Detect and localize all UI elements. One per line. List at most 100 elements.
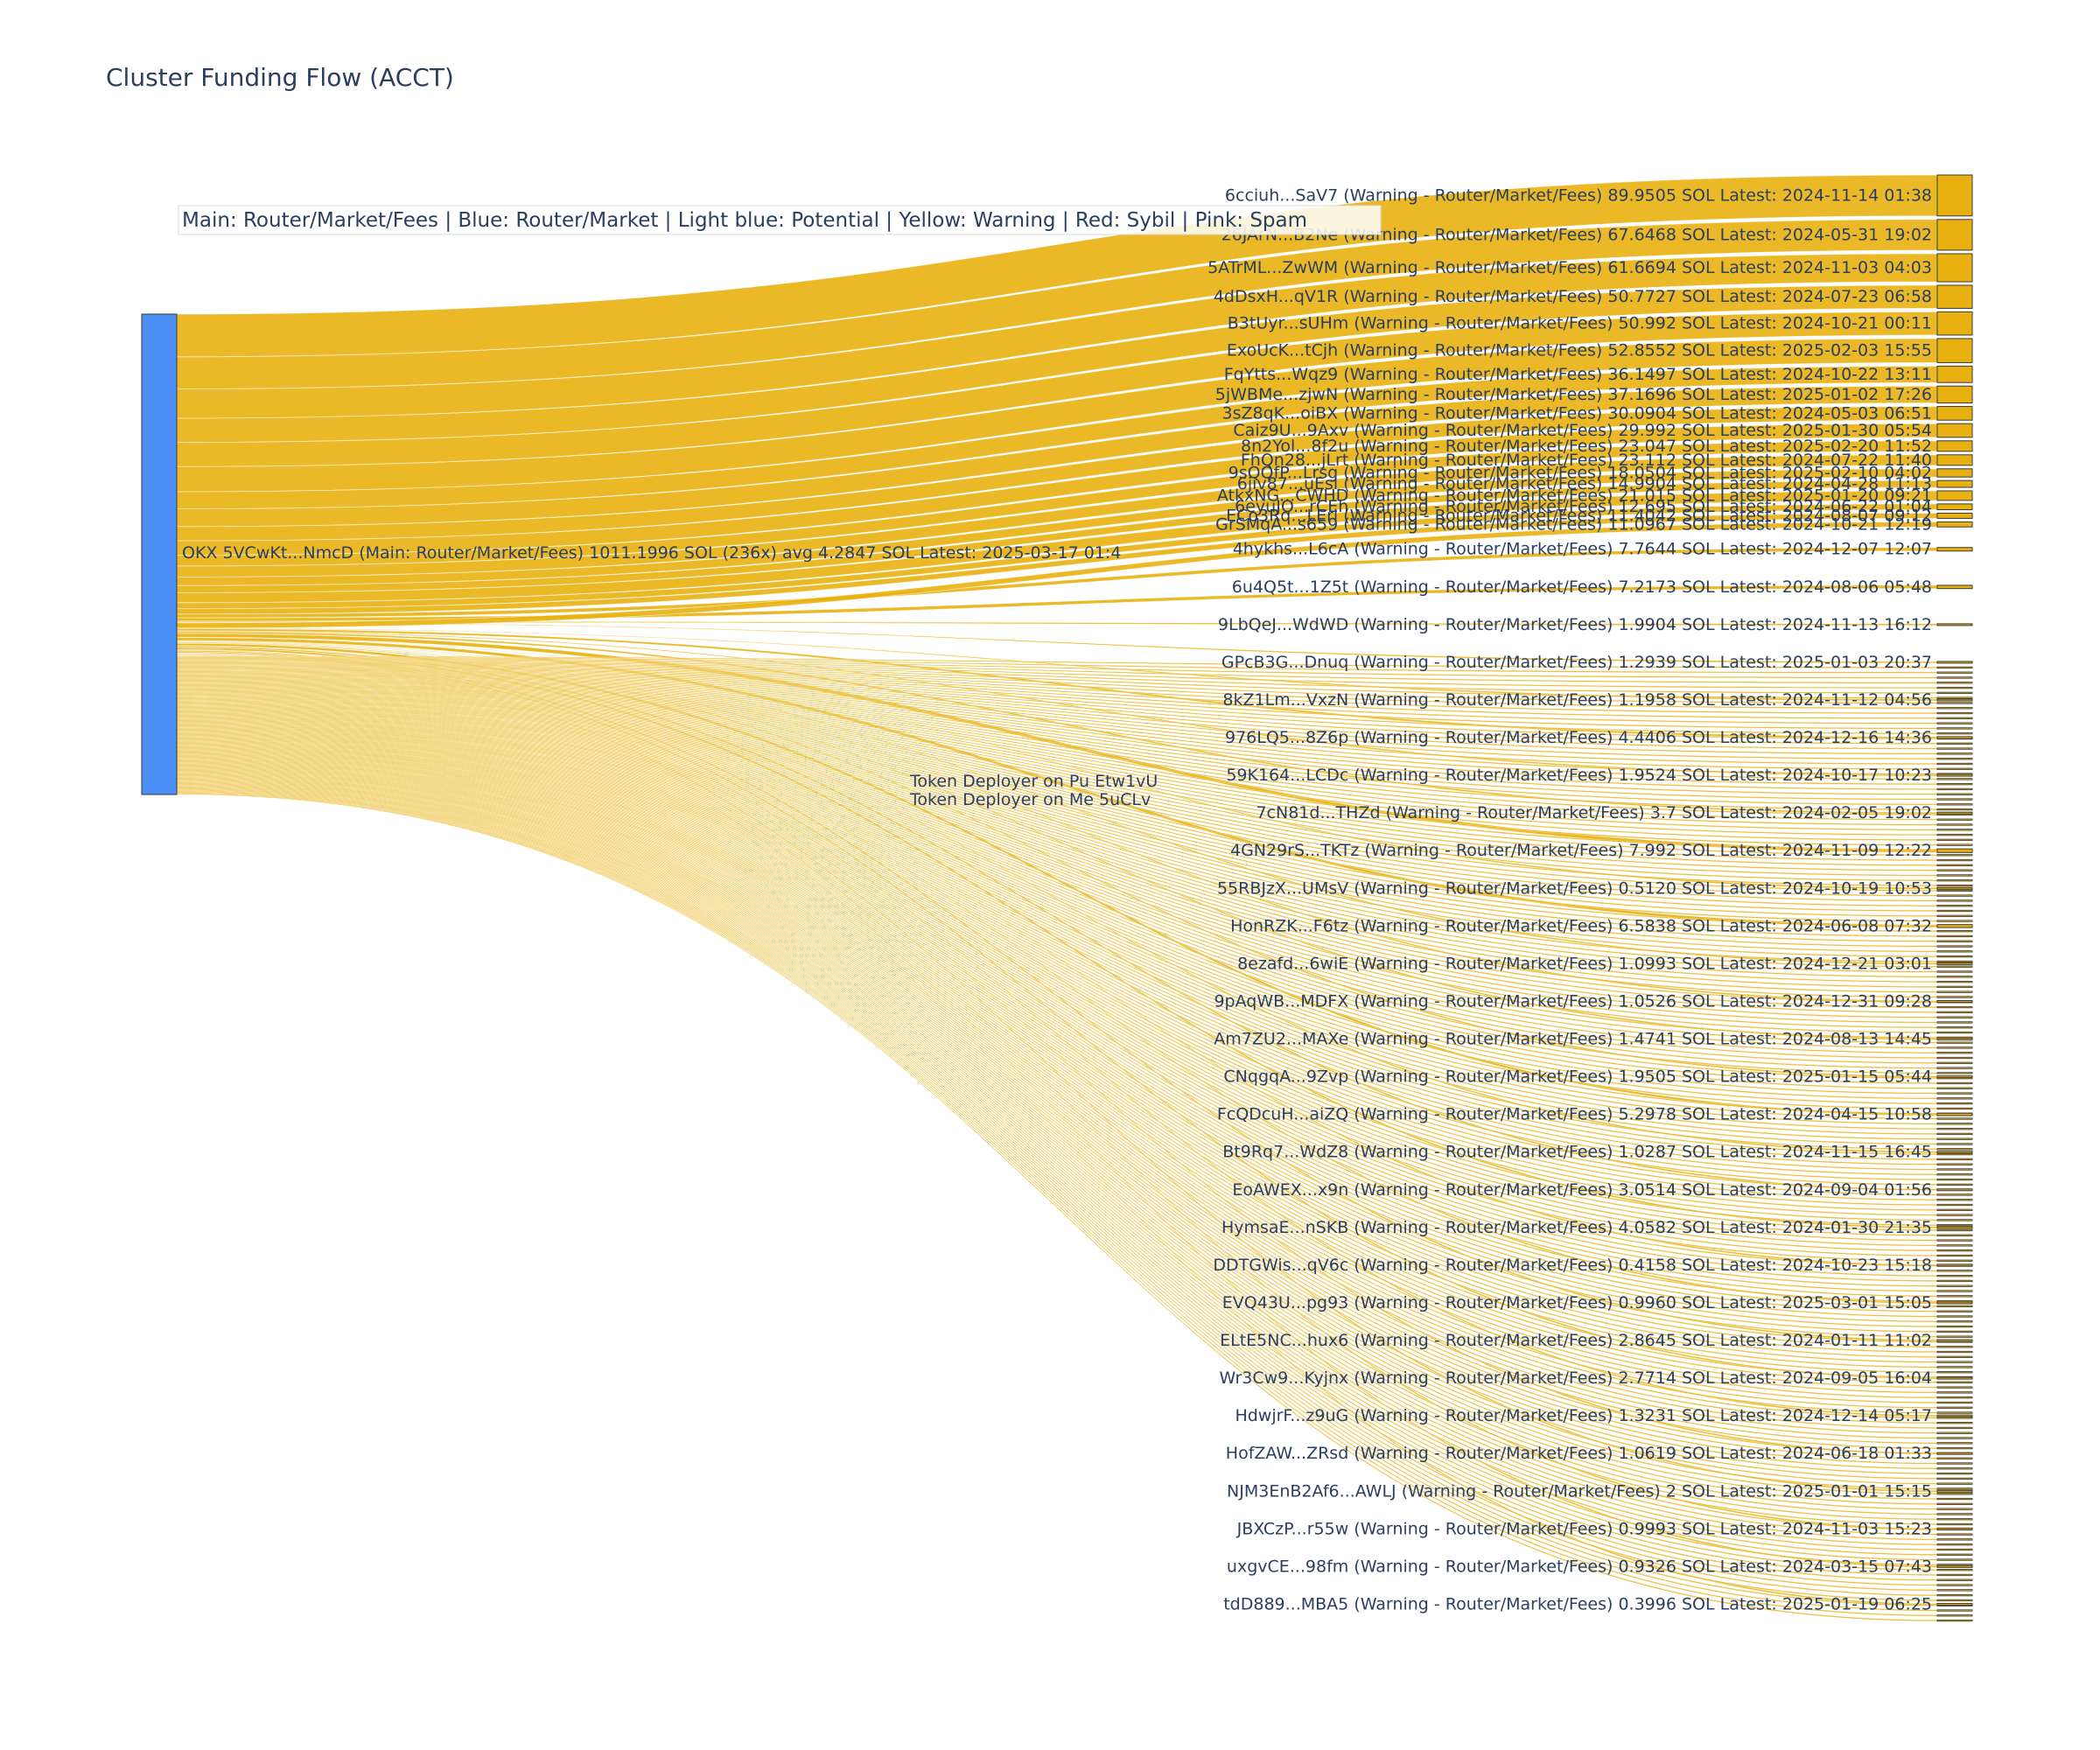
target-node <box>1936 661 1973 664</box>
target-node <box>1936 1489 1973 1493</box>
minor-target-node <box>1936 950 1973 953</box>
minor-target-node <box>1936 1548 1973 1551</box>
minor-target-node <box>1936 1107 1973 1110</box>
minor-target-node <box>1936 1102 1973 1105</box>
minor-target-node <box>1936 1417 1973 1419</box>
sankey-nodes <box>141 174 1973 1622</box>
minor-target-node <box>1936 1493 1973 1495</box>
target-node-label: EVQ43U...pg93 (Warning - Router/Market/F… <box>1222 1293 1932 1312</box>
minor-target-node <box>1936 1021 1973 1024</box>
minor-target-node <box>1936 1599 1973 1602</box>
target-node <box>1936 1339 1973 1342</box>
minor-target-node <box>1936 788 1973 791</box>
target-node-label: ExoUcK...tCjh (Warning - Router/Market/F… <box>1227 341 1932 360</box>
target-node-label: AtkxNG...CWHD (Warning - Router/Market/F… <box>1217 486 1932 505</box>
minor-target-node <box>1936 1330 1973 1334</box>
minor-target-node <box>1936 1533 1973 1536</box>
minor-target-node <box>1936 1284 1973 1287</box>
target-node <box>1936 1264 1973 1267</box>
minor-target-node <box>1936 1593 1973 1597</box>
minor-target-node <box>1936 874 1973 877</box>
target-node-label: GPcB3G...Dnuq (Warning - Router/Market/F… <box>1222 653 1932 672</box>
minor-target-node <box>1936 1518 1973 1521</box>
target-node-label: ECo3Rq...LEri (Warning - Router/Market/F… <box>1226 506 1932 525</box>
sankey-labels: 6cciuh...SaV7 (Warning - Router/Market/F… <box>182 186 1932 1614</box>
minor-target-node <box>1936 1067 1973 1069</box>
target-node <box>1936 924 1973 928</box>
minor-target-node <box>1936 1371 1973 1374</box>
minor-target-node <box>1936 1082 1973 1085</box>
minor-target-node <box>1936 722 1973 724</box>
minor-target-node <box>1936 1391 1973 1394</box>
minor-target-node <box>1936 1061 1973 1064</box>
minor-target-node <box>1936 1614 1973 1617</box>
minor-target-node <box>1936 676 1973 679</box>
target-node-label: 4dDsxH...qV1R (Warning - Router/Market/F… <box>1214 287 1932 306</box>
minor-target-node <box>1936 980 1973 984</box>
minor-target-node <box>1936 1381 1973 1383</box>
minor-target-node <box>1936 1462 1973 1465</box>
minor-target-node <box>1936 671 1973 674</box>
minor-target-node <box>1936 1270 1973 1272</box>
target-node-label: CNqgqA...9Zvp (Warning - Router/Market/F… <box>1223 1068 1932 1087</box>
minor-target-node <box>1936 1173 1973 1176</box>
minor-target-node <box>1936 1446 1973 1450</box>
minor-target-node <box>1936 829 1973 831</box>
minor-target-node <box>1936 691 1973 695</box>
minor-target-node <box>1936 1426 1973 1430</box>
target-node <box>1936 999 1973 1003</box>
minor-target-node <box>1936 1578 1973 1581</box>
target-node <box>1936 513 1973 519</box>
minor-target-node <box>1936 955 1973 958</box>
minor-target-node <box>1936 1046 1973 1049</box>
target-node-label: tdD889...MBA5 (Warning - Router/Market/F… <box>1223 1594 1932 1614</box>
minor-target-node <box>1936 1016 1973 1018</box>
minor-target-node <box>1936 976 1973 978</box>
minor-target-node <box>1936 920 1973 922</box>
target-node <box>1936 365 1973 383</box>
target-node <box>1936 1602 1973 1606</box>
minor-target-node <box>1936 1558 1973 1561</box>
minor-target-node <box>1936 1396 1973 1399</box>
minor-target-node <box>1936 762 1973 766</box>
target-node-label: 6jiv87...uEsl (Warning - Router/Market/F… <box>1237 474 1932 494</box>
minor-target-node <box>1936 1132 1973 1136</box>
minor-target-node <box>1936 1214 1973 1216</box>
minor-target-node <box>1936 818 1973 821</box>
target-node-label: HofZAW...ZRsd (Warning - Router/Market/F… <box>1226 1444 1932 1463</box>
target-node <box>1936 1301 1973 1305</box>
target-node <box>1936 1075 1973 1079</box>
minor-target-node <box>1936 1584 1973 1586</box>
target-node <box>1936 253 1973 283</box>
target-node <box>1936 1226 1973 1229</box>
minor-target-node <box>1936 717 1973 719</box>
target-node <box>1936 1151 1973 1154</box>
target-node-label: 26JArN...B2Ne (Warning - Router/Market/F… <box>1222 225 1932 244</box>
legend-text: Main: Router/Market/Fees | Blue: Router/… <box>182 209 1307 232</box>
minor-target-node <box>1936 1553 1973 1556</box>
minor-target-node <box>1936 996 1973 998</box>
target-node <box>1936 174 1973 217</box>
minor-target-node <box>1936 1488 1973 1490</box>
minor-target-node <box>1936 1199 1973 1201</box>
minor-target-node <box>1936 1432 1973 1434</box>
minor-target-node <box>1936 798 1973 801</box>
minor-target-node <box>1936 793 1973 795</box>
minor-target-node <box>1936 940 1973 942</box>
minor-target-node <box>1936 1031 1973 1034</box>
minor-target-node <box>1936 1406 1973 1409</box>
minor-target-node <box>1936 742 1973 745</box>
target-node-label: 5jWBMe...zjwN (Warning - Router/Market/F… <box>1215 385 1932 404</box>
target-node-label: B3tUyr...sUHm (Warning - Router/Market/F… <box>1228 314 1932 333</box>
target-node <box>1936 521 1973 528</box>
minor-target-node <box>1936 990 1973 993</box>
target-node <box>1936 385 1973 404</box>
target-node <box>1936 423 1973 438</box>
minor-target-node <box>1936 1355 1973 1358</box>
target-node <box>1936 886 1973 890</box>
minor-target-node <box>1936 1097 1973 1100</box>
target-node <box>1936 698 1973 702</box>
minor-target-node <box>1936 905 1973 907</box>
minor-target-node <box>1936 1250 1973 1252</box>
minor-target-node <box>1936 945 1973 948</box>
